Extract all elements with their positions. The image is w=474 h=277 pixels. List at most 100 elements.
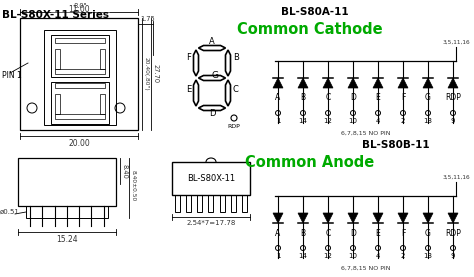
Bar: [172, 162, 250, 195]
Text: 9: 9: [451, 118, 455, 124]
Text: 14: 14: [299, 253, 308, 259]
Polygon shape: [423, 78, 433, 88]
Text: 4: 4: [376, 118, 380, 124]
Text: 14: 14: [299, 118, 308, 124]
Text: A: A: [275, 94, 281, 102]
Bar: [100, 49, 105, 69]
Text: 2.54*7=17.78: 2.54*7=17.78: [186, 220, 236, 226]
Text: C: C: [325, 229, 331, 237]
Text: 8.40: 8.40: [122, 164, 128, 179]
Text: E: E: [186, 86, 191, 94]
Text: E: E: [375, 229, 380, 237]
Text: D: D: [350, 94, 356, 102]
Text: 2: 2: [401, 118, 405, 124]
Bar: [231, 195, 236, 212]
Polygon shape: [323, 78, 333, 88]
Text: B: B: [301, 94, 306, 102]
Bar: [219, 195, 225, 212]
Text: D: D: [209, 109, 215, 117]
Bar: [175, 195, 180, 212]
Bar: [51, 35, 109, 77]
Text: G: G: [425, 94, 431, 102]
Polygon shape: [398, 78, 408, 88]
Text: 2: 2: [401, 253, 405, 259]
Bar: [55, 114, 105, 119]
Text: B: B: [301, 229, 306, 237]
Text: Common Cathode: Common Cathode: [237, 22, 383, 37]
Bar: [197, 195, 202, 212]
Polygon shape: [448, 213, 458, 223]
Text: 20.40(.80"): 20.40(.80"): [144, 57, 149, 91]
Bar: [55, 38, 105, 43]
Text: 10: 10: [348, 253, 357, 259]
Text: A: A: [275, 229, 281, 237]
Polygon shape: [273, 78, 283, 88]
Text: RDP: RDP: [445, 229, 461, 237]
Polygon shape: [398, 213, 408, 223]
Text: F: F: [186, 53, 191, 61]
Text: 3,5,11,16: 3,5,11,16: [442, 40, 470, 45]
Polygon shape: [323, 213, 333, 223]
Text: 1: 1: [276, 253, 280, 259]
Text: 12: 12: [324, 253, 332, 259]
Polygon shape: [448, 78, 458, 88]
Text: BL-S80A-11: BL-S80A-11: [281, 7, 349, 17]
Bar: [20, 18, 138, 130]
Text: 6,7,8,15 NO PIN: 6,7,8,15 NO PIN: [341, 265, 390, 271]
Bar: [55, 94, 60, 114]
Bar: [51, 82, 109, 124]
Polygon shape: [348, 213, 358, 223]
Text: 1: 1: [276, 118, 280, 124]
Text: C: C: [325, 94, 331, 102]
Text: 12: 12: [324, 118, 332, 124]
Polygon shape: [348, 78, 358, 88]
Polygon shape: [373, 213, 383, 223]
Text: B: B: [233, 53, 239, 61]
Text: ø0.51: ø0.51: [0, 209, 20, 215]
Polygon shape: [423, 213, 433, 223]
Text: F: F: [401, 229, 405, 237]
Bar: [186, 195, 191, 212]
Bar: [55, 83, 105, 88]
Text: G: G: [211, 71, 219, 81]
Polygon shape: [298, 78, 308, 88]
Text: 10: 10: [348, 118, 357, 124]
Text: 13: 13: [423, 253, 432, 259]
Text: 3,5,11,16: 3,5,11,16: [442, 175, 470, 180]
Bar: [18, 158, 116, 206]
Text: A: A: [209, 37, 215, 47]
Text: 13: 13: [423, 118, 432, 124]
Text: BL-S80X-11: BL-S80X-11: [187, 174, 235, 183]
Text: F: F: [401, 94, 405, 102]
Text: 4: 4: [376, 253, 380, 259]
Bar: [100, 94, 105, 114]
Bar: [209, 195, 213, 212]
Text: RDP: RDP: [445, 94, 461, 102]
Text: D: D: [350, 229, 356, 237]
Polygon shape: [298, 213, 308, 223]
Bar: [44, 30, 116, 125]
Text: 20.00: 20.00: [68, 139, 90, 148]
Text: E: E: [375, 94, 380, 102]
Text: G: G: [425, 229, 431, 237]
Polygon shape: [273, 213, 283, 223]
Bar: [55, 49, 60, 69]
Bar: [55, 69, 105, 74]
Text: 8.40±0.50: 8.40±0.50: [131, 170, 136, 202]
Text: 15.24: 15.24: [56, 235, 78, 244]
Text: 6,7,8,15 NO PIN: 6,7,8,15 NO PIN: [341, 130, 390, 135]
Text: 1.75: 1.75: [140, 16, 155, 22]
Text: 27.70: 27.70: [153, 65, 159, 84]
Text: C: C: [233, 86, 239, 94]
Text: Common Anode: Common Anode: [246, 155, 374, 170]
Text: BL-S80X-11 Series: BL-S80X-11 Series: [2, 10, 109, 20]
Text: PIN 1: PIN 1: [2, 71, 22, 81]
Bar: [26, 206, 108, 218]
Text: 8.0": 8.0": [73, 3, 87, 9]
Text: 11.00: 11.00: [68, 5, 90, 14]
Text: 9: 9: [451, 253, 455, 259]
Bar: [242, 195, 247, 212]
Text: BL-S80B-11: BL-S80B-11: [362, 140, 429, 150]
Polygon shape: [373, 78, 383, 88]
Text: RDP: RDP: [228, 124, 240, 129]
